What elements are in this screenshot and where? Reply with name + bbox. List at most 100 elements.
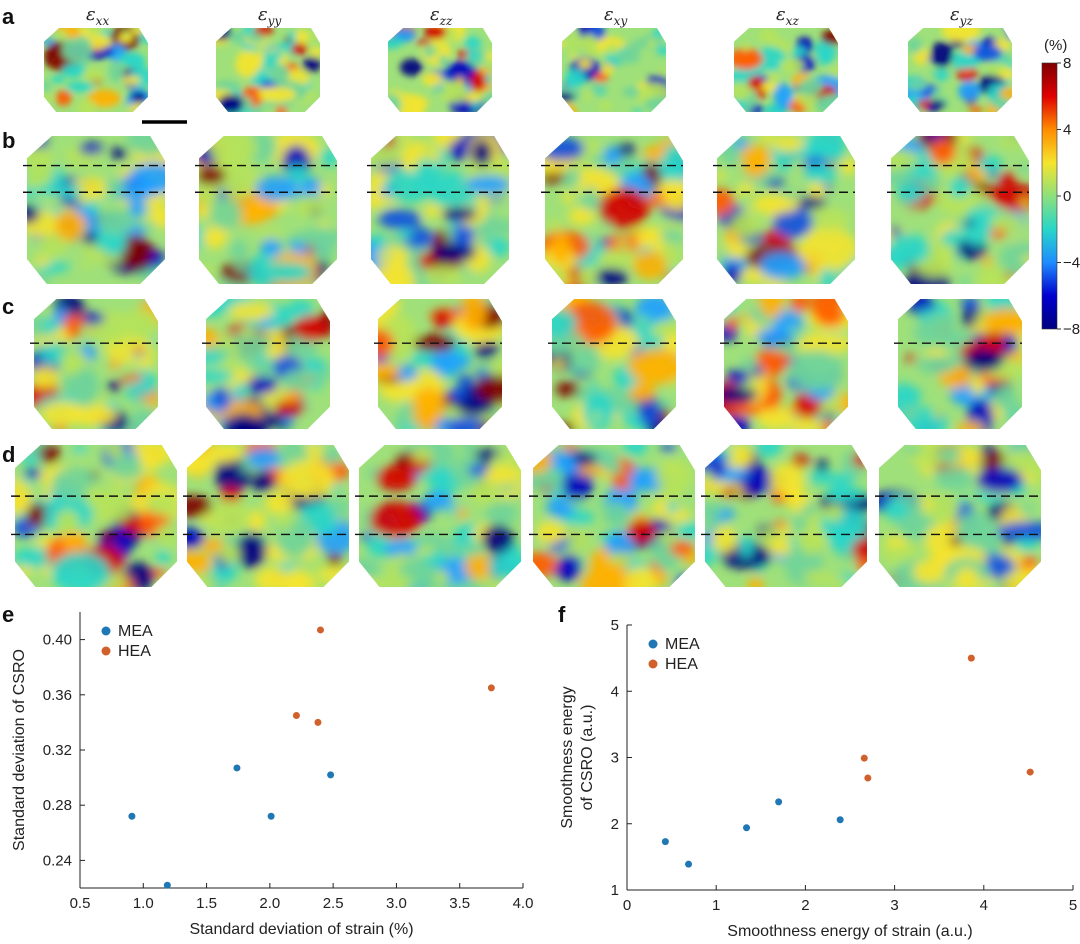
colorbar-gradient [1041, 62, 1058, 330]
y-tick-label: 1 [611, 882, 619, 899]
data-point-mea [775, 798, 783, 806]
strain-component-label: εzz [430, 4, 453, 28]
legend-marker-mea [648, 639, 658, 649]
y-axis-label: of CSRO (a.u.) [579, 705, 596, 811]
colorbar-tick-label: 4 [1063, 122, 1071, 139]
data-point-hea [967, 654, 975, 662]
strain-map-a-1 [44, 28, 148, 112]
data-point-hea [316, 626, 324, 634]
data-point-hea [864, 774, 872, 782]
data-point-hea [314, 718, 322, 726]
strain-map-d-4 [529, 445, 695, 587]
y-tick-label: 0.28 [43, 797, 72, 814]
panel-letter-b: b [2, 128, 15, 153]
strain-component-label: εxz [776, 4, 799, 28]
panel-letter-d: d [2, 442, 15, 467]
data-point-mea [836, 816, 844, 824]
x-tick-label: 3.5 [449, 895, 470, 912]
y-tick-label: 0.32 [43, 742, 72, 759]
colorbar-tick-label: −4 [1063, 255, 1080, 272]
strain-map-c-4 [548, 299, 676, 429]
data-point-mea [327, 771, 335, 779]
panel-letter-c: c [2, 294, 14, 319]
colorbar-tick-label: −8 [1063, 321, 1080, 338]
colorbar-unit: (%) [1044, 37, 1067, 54]
legend-label-hea: HEA [665, 656, 698, 673]
strain-map-b-2 [195, 136, 337, 284]
y-axis-label: Standard deviation of CSRO [11, 649, 28, 851]
y-tick-label: 0.36 [43, 687, 72, 704]
strain-map-d-6 [875, 445, 1041, 587]
x-tick-label: 0 [623, 897, 631, 914]
data-point-hea [292, 712, 300, 719]
y-tick-label: 2 [611, 816, 619, 833]
strain-map-c-2 [202, 299, 330, 429]
strain-component-labels: εxx εyy εzz εxy εxz εyz [86, 4, 973, 28]
colorbar: (%) 8 4 0 −4 −8 [1041, 37, 1080, 338]
strain-map-c-5 [720, 299, 848, 429]
x-tick-label: 1 [712, 897, 720, 914]
panel-letter-e: e [2, 602, 14, 627]
x-tick-label: 1.5 [196, 895, 217, 912]
data-point-mea [128, 812, 136, 820]
strain-component-label: εxx [86, 4, 109, 28]
colorbar-tick-label: 0 [1063, 188, 1071, 205]
x-tick-label: 0.5 [70, 895, 91, 912]
strain-map-d-3 [355, 445, 521, 587]
data-point-hea [860, 754, 868, 762]
data-point-mea [163, 881, 171, 889]
strain-map-a-3 [388, 28, 492, 112]
y-tick-label: 0.40 [43, 632, 72, 649]
panel-letter-f: f [558, 602, 566, 627]
y-tick-label: 0.24 [43, 852, 72, 869]
data-point-mea [661, 838, 669, 846]
data-point-hea [1026, 768, 1034, 776]
strain-map-b-6 [887, 136, 1029, 284]
y-tick-label: 4 [611, 683, 619, 700]
legend-label-mea: MEA [665, 636, 700, 653]
strain-map-a-4 [562, 28, 666, 112]
legend-marker-hea [648, 659, 658, 669]
y-tick-label: 3 [611, 750, 619, 767]
strain-component-label: εyz [950, 4, 973, 28]
data-point-hea [487, 684, 495, 692]
legend-label-hea: HEA [118, 643, 151, 660]
strain-map-d-1 [11, 445, 177, 587]
strain-map-d-2 [183, 445, 349, 587]
data-point-mea [267, 812, 275, 820]
colorbar-tick-label: 8 [1063, 55, 1071, 72]
strain-map-b-1 [23, 136, 165, 284]
strain-map-d-5 [701, 445, 867, 587]
data-point-mea [685, 860, 693, 868]
strain-map-c-1 [30, 299, 158, 429]
legend-label-mea: MEA [118, 623, 153, 640]
x-tick-label: 2 [801, 897, 809, 914]
data-point-mea [743, 824, 751, 832]
strain-component-label: εyy [258, 4, 281, 28]
data-point-mea [233, 764, 241, 772]
strain-maps [11, 28, 1041, 587]
x-tick-label: 3.0 [386, 895, 407, 912]
x-tick-label: 2.0 [259, 895, 280, 912]
strain-component-label: εxy [604, 4, 627, 28]
legend-marker-mea [101, 626, 111, 636]
x-axis-label: Smoothness energy of strain (a.u.) [727, 923, 972, 940]
strain-map-b-3 [367, 136, 509, 284]
legend-marker-hea [101, 646, 111, 656]
strain-map-b-4 [541, 136, 683, 284]
x-tick-label: 4.0 [513, 895, 534, 912]
strain-map-b-5 [713, 136, 855, 284]
strain-map-a-2 [216, 28, 320, 112]
x-tick-label: 3 [890, 897, 898, 914]
strain-map-a-5 [734, 28, 838, 112]
y-tick-label: 5 [611, 617, 619, 634]
x-axis-label: Standard deviation of strain (%) [189, 921, 413, 938]
x-tick-label: 5 [1069, 897, 1077, 914]
panel-letter-a: a [2, 4, 15, 29]
strain-map-c-6 [894, 299, 1022, 429]
strain-map-a-6 [908, 28, 1012, 112]
scatter-chart-e: 0.5 1.0 1.5 2.0 2.5 3.0 3.5 4.0 0.24 0.28 0.32 0.36… [11, 612, 533, 938]
x-tick-label: 2.5 [323, 895, 344, 912]
